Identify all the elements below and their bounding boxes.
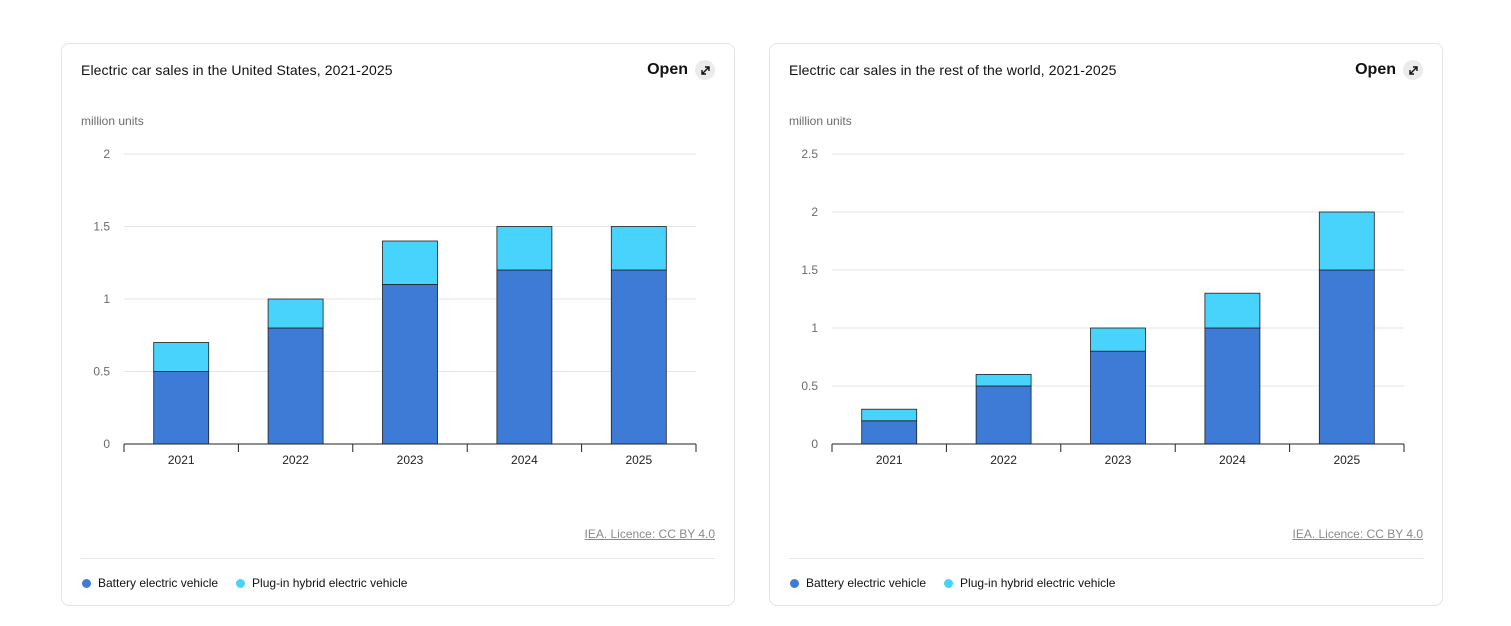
legend-label-bev: Battery electric vehicle bbox=[98, 576, 219, 590]
y-tick-label-3: 1.5 bbox=[93, 220, 110, 234]
stacked-bar-chart-us: 0 0.5 1 1.5 2 2021 2022 2023 2024 2025 bbox=[93, 147, 697, 467]
x-tick-label-2022: 2022 bbox=[282, 453, 309, 467]
legend-item-bev[interactable]: Battery electric vehicle bbox=[82, 576, 218, 590]
y-tick-label-4: 2 bbox=[103, 147, 110, 161]
legend-swatch-bev bbox=[82, 578, 91, 588]
y-tick-label-2: 1 bbox=[811, 321, 818, 335]
y-tick-label-3: 1.5 bbox=[801, 263, 818, 277]
stacked-bar-chart-rest-of-world: 0 0.5 1 1.5 2 2.5 2021 2022 2023 2024 2025 bbox=[801, 147, 1405, 467]
bar-bev-2024 bbox=[496, 269, 553, 445]
y-axis-unit-label: million units bbox=[81, 114, 144, 128]
x-tick-label-2025: 2025 bbox=[1333, 453, 1360, 467]
source-licence-link[interactable]: IEA. Licence: CC BY 4.0 bbox=[1292, 527, 1423, 541]
bar-bev-2025 bbox=[610, 269, 667, 445]
bar-phev-2023 bbox=[1090, 327, 1146, 352]
chart-card-rest-of-world: Electric car sales in the rest of the wo… bbox=[769, 43, 1443, 606]
bar-bev-2021 bbox=[861, 420, 918, 445]
bar-bev-2022 bbox=[975, 385, 1032, 445]
legend-swatch-phev bbox=[236, 578, 246, 588]
legend-item-phev[interactable]: Plug-in hybrid electric vehicle bbox=[236, 576, 407, 590]
x-tick-label-2024: 2024 bbox=[1219, 453, 1246, 467]
bar-bev-2024 bbox=[1204, 327, 1261, 445]
chart-title: Electric car sales in the rest of the wo… bbox=[789, 62, 1117, 78]
y-tick-label-4: 2 bbox=[811, 205, 818, 219]
open-button[interactable]: Open bbox=[647, 60, 715, 80]
bar-bev-2023 bbox=[382, 284, 438, 445]
legend-swatch-phev bbox=[944, 578, 954, 588]
x-tick-label-2021: 2021 bbox=[876, 453, 903, 467]
open-button[interactable]: Open bbox=[1355, 60, 1423, 80]
bar-phev-2025 bbox=[1318, 211, 1375, 271]
y-tick-label-0: 0 bbox=[103, 437, 110, 451]
legend-swatch-bev bbox=[790, 578, 799, 588]
y-tick-label-2: 1 bbox=[103, 292, 110, 306]
bar-phev-2025 bbox=[610, 226, 667, 271]
chart-card-us: Electric car sales in the United States,… bbox=[61, 43, 735, 606]
x-tick-label-2025: 2025 bbox=[625, 453, 652, 467]
y-axis-unit-label: million units bbox=[789, 114, 852, 128]
bar-bev-2021 bbox=[153, 371, 210, 445]
expand-arrow-icon bbox=[1403, 60, 1423, 80]
source-licence-link[interactable]: IEA. Licence: CC BY 4.0 bbox=[584, 527, 715, 541]
legend: Battery electric vehicle Plug-in hybrid … bbox=[82, 576, 407, 590]
legend-label-phev: Plug-in hybrid electric vehicle bbox=[252, 576, 408, 590]
legend-label-phev: Plug-in hybrid electric vehicle bbox=[960, 576, 1116, 590]
y-tick-label-5: 2.5 bbox=[801, 147, 818, 161]
bar-phev-2022 bbox=[267, 298, 324, 329]
legend-label-bev: Battery electric vehicle bbox=[806, 576, 927, 590]
bar-phev-2024 bbox=[1204, 292, 1261, 329]
legend: Battery electric vehicle Plug-in hybrid … bbox=[790, 576, 1115, 590]
expand-arrow-icon bbox=[695, 60, 715, 80]
y-tick-label-1: 0.5 bbox=[93, 365, 110, 379]
open-label: Open bbox=[647, 61, 688, 78]
bar-phev-2023 bbox=[382, 240, 438, 285]
bar-bev-2023 bbox=[1090, 350, 1146, 445]
bar-phev-2024 bbox=[496, 226, 553, 271]
x-tick-label-2023: 2023 bbox=[397, 453, 424, 467]
open-label: Open bbox=[1355, 61, 1396, 78]
x-tick-label-2023: 2023 bbox=[1105, 453, 1132, 467]
bar-bev-2022 bbox=[267, 327, 324, 445]
chart-title: Electric car sales in the United States,… bbox=[81, 62, 393, 78]
legend-item-bev[interactable]: Battery electric vehicle bbox=[790, 576, 926, 590]
bar-bev-2025 bbox=[1318, 269, 1375, 445]
x-tick-label-2022: 2022 bbox=[990, 453, 1017, 467]
legend-divider bbox=[789, 558, 1423, 559]
x-tick-label-2021: 2021 bbox=[168, 453, 195, 467]
bar-phev-2021 bbox=[153, 342, 210, 372]
legend-divider bbox=[81, 558, 715, 559]
x-tick-label-2024: 2024 bbox=[511, 453, 538, 467]
y-tick-label-0: 0 bbox=[811, 437, 818, 451]
legend-item-phev[interactable]: Plug-in hybrid electric vehicle bbox=[944, 576, 1115, 590]
bar-phev-2021 bbox=[861, 408, 918, 422]
bar-phev-2022 bbox=[975, 373, 1032, 387]
y-tick-label-1: 0.5 bbox=[801, 379, 818, 393]
